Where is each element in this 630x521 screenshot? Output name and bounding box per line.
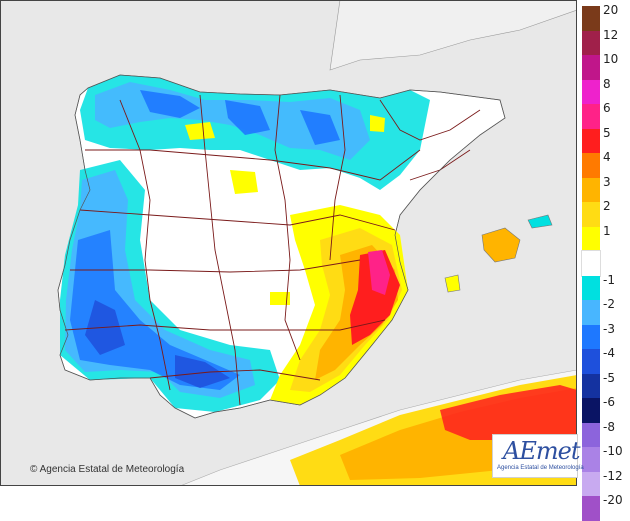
legend-label: 12 [603,27,619,42]
credit-text: Agencia Estatal de Meteorología [39,464,185,475]
anomaly-southwest-darker [85,300,230,388]
map-border [0,0,577,486]
legend-label: 20 [603,3,619,17]
legend-swatch [582,349,600,374]
island-menorca [527,214,553,229]
legend-label: 3 [603,174,611,189]
logo-subtitle: Agencia Estatal de Meteorología [497,465,584,471]
legend-swatch [582,373,600,398]
legend-label: -8 [603,419,615,434]
legend-label: 1 [603,223,611,238]
legend-label: -5 [603,370,615,385]
legend-label: 8 [603,76,611,91]
legend-label: -6 [603,395,615,409]
legend-label: -2 [603,297,615,311]
legend-swatch [582,226,600,251]
island-mallorca [481,227,521,263]
legend-swatch [582,447,600,472]
legend-swatch [582,128,600,153]
color-legend: 20 12 10 8 6 5 4 3 2 1 -1 -2 -3 -4 -5 -6 -8 -10 -12 -20 [581,3,630,521]
legend-label: 5 [603,125,611,140]
legend-swatch [582,30,600,55]
legend-swatch [582,153,600,178]
legend-label: 4 [603,150,611,164]
legend-label: 2 [603,199,611,213]
legend-swatch [582,6,600,31]
legend-swatch [582,55,600,80]
legend-swatch [582,202,600,227]
island-ibiza [444,274,461,293]
legend-swatch [582,104,600,129]
province-borders [64,94,481,406]
legend-label: -12 [603,468,623,483]
anomaly-east-magenta [368,250,390,295]
aemet-logo: AEmet Agencia Estatal de Meteorología [492,434,584,478]
legend-swatch [582,300,600,325]
anomaly-africa-red [440,385,577,440]
legend-label: 6 [603,101,611,115]
legend-label: -10 [603,444,623,458]
copyright-symbol: © [30,464,38,475]
legend-label: -4 [603,346,615,360]
legend-swatch [582,398,600,423]
legend-swatch [582,324,600,349]
legend-label: 10 [603,52,619,66]
legend-swatch [582,275,600,300]
temperature-anomaly-map [0,0,578,487]
legend-swatch [582,177,600,202]
legend-swatch [582,79,600,104]
copyright-credit: © Agencia Estatal de Meteorología [30,464,184,475]
legend-label: -20 [603,493,623,507]
anomaly-north-deep [140,90,340,145]
france-land [329,0,578,71]
logo-wordmark: AEmet [503,437,580,465]
legend-swatch [582,471,600,496]
anomaly-north-yellow [185,115,385,305]
legend-swatch-neutral [581,250,601,277]
legend-label: -1 [603,272,615,287]
coastline [57,74,506,419]
legend-label: -3 [603,321,615,336]
legend-swatch [582,422,600,447]
